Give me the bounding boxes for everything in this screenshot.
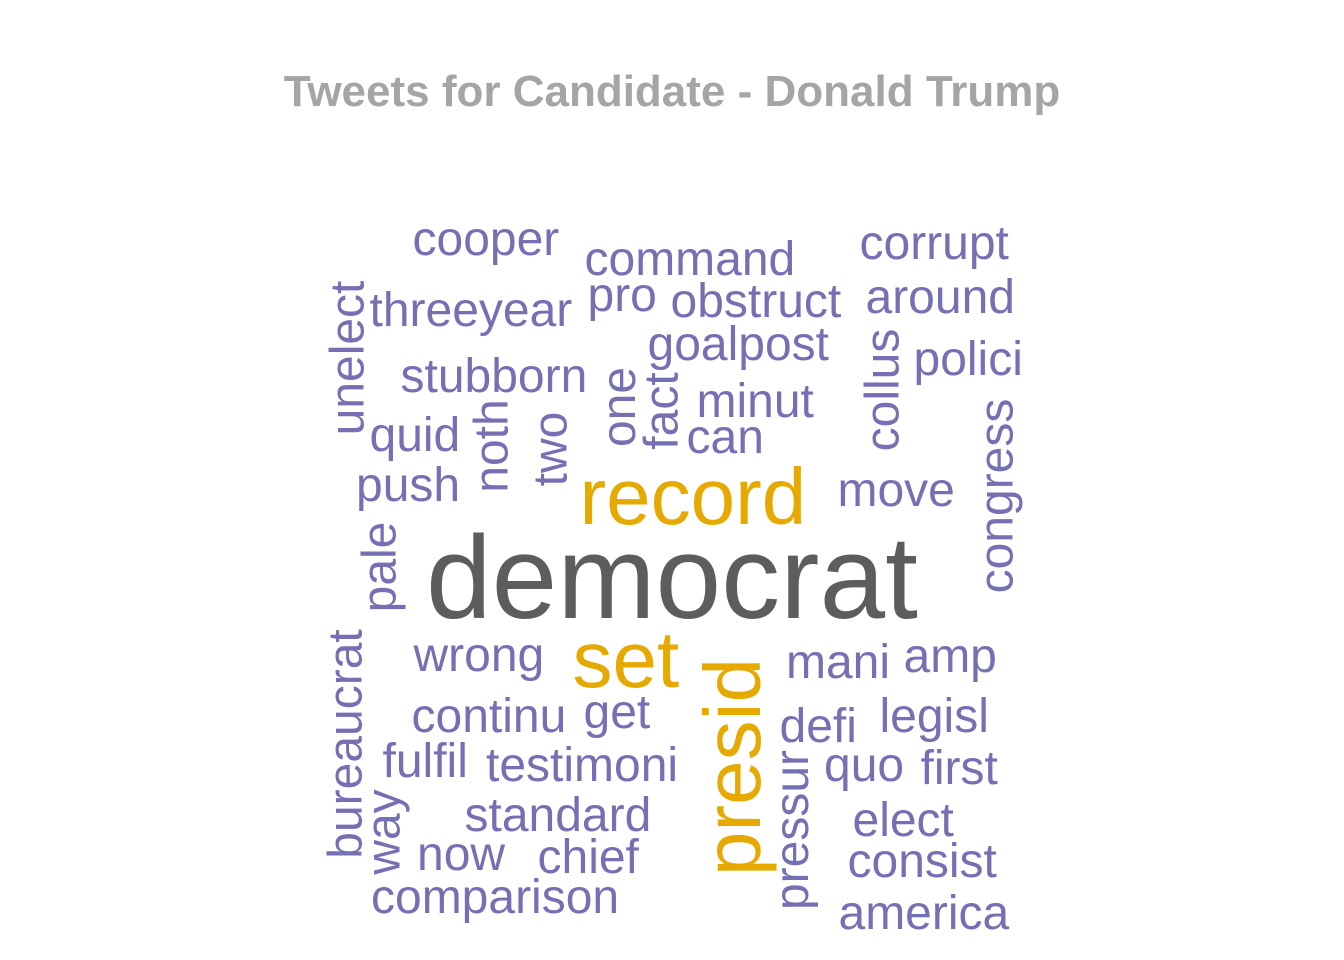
chart-title: Tweets for Candidate - Donald Trump [283, 67, 1061, 116]
word-pro: pro [587, 269, 657, 322]
word-way: way [357, 789, 411, 875]
word-comparison: comparison [371, 871, 620, 924]
word-command: command [584, 233, 796, 286]
word-quo: quo [824, 739, 905, 792]
word-fulfil: fulfil [382, 735, 468, 788]
word-obstruct: obstruct [670, 275, 842, 328]
word-can: can [686, 411, 764, 464]
word-mani: mani [786, 636, 891, 689]
word-threeyear: threeyear [369, 284, 573, 337]
word-chief: chief [537, 831, 639, 884]
word-record: record [579, 452, 807, 541]
word-stubborn: stubborn [400, 350, 588, 403]
word-defi: defi [779, 700, 857, 753]
word-legisl: legisl [879, 690, 989, 743]
word-unelect: unelect [320, 280, 374, 436]
word-wrong: wrong [413, 629, 545, 682]
word-now: now [417, 828, 506, 881]
word-push: push [356, 459, 461, 512]
word-pale: pale [352, 521, 406, 613]
word-around: around [865, 271, 1015, 324]
word-testimoni: testimoni [486, 739, 679, 792]
word-set: set [572, 615, 680, 704]
word-presid: presid [687, 658, 777, 876]
word-minut: minut [696, 375, 814, 428]
word-consist: consist [847, 835, 997, 888]
word-collus: collus [855, 328, 909, 452]
word-america: america [838, 887, 1010, 940]
word-amp: amp [903, 630, 997, 683]
word-quid: quid [369, 409, 461, 462]
word-first: first [920, 742, 998, 795]
word-goalpost: goalpost [647, 318, 829, 371]
word-democrat: democrat [426, 512, 918, 644]
word-fact: fact [635, 372, 689, 450]
word-elect: elect [852, 794, 954, 847]
word-get: get [583, 686, 651, 739]
word-move: move [837, 464, 955, 517]
word-continu: continu [411, 690, 567, 743]
word-polici: polici [913, 333, 1023, 386]
word-standard: standard [464, 789, 652, 842]
word-two: two [523, 411, 577, 487]
word-noth: noth [465, 399, 519, 493]
word-cooper: cooper [412, 213, 560, 266]
word-congress: congress [969, 398, 1023, 594]
word-pressur: pressur [766, 749, 820, 911]
word-corrupt: corrupt [859, 217, 1009, 270]
